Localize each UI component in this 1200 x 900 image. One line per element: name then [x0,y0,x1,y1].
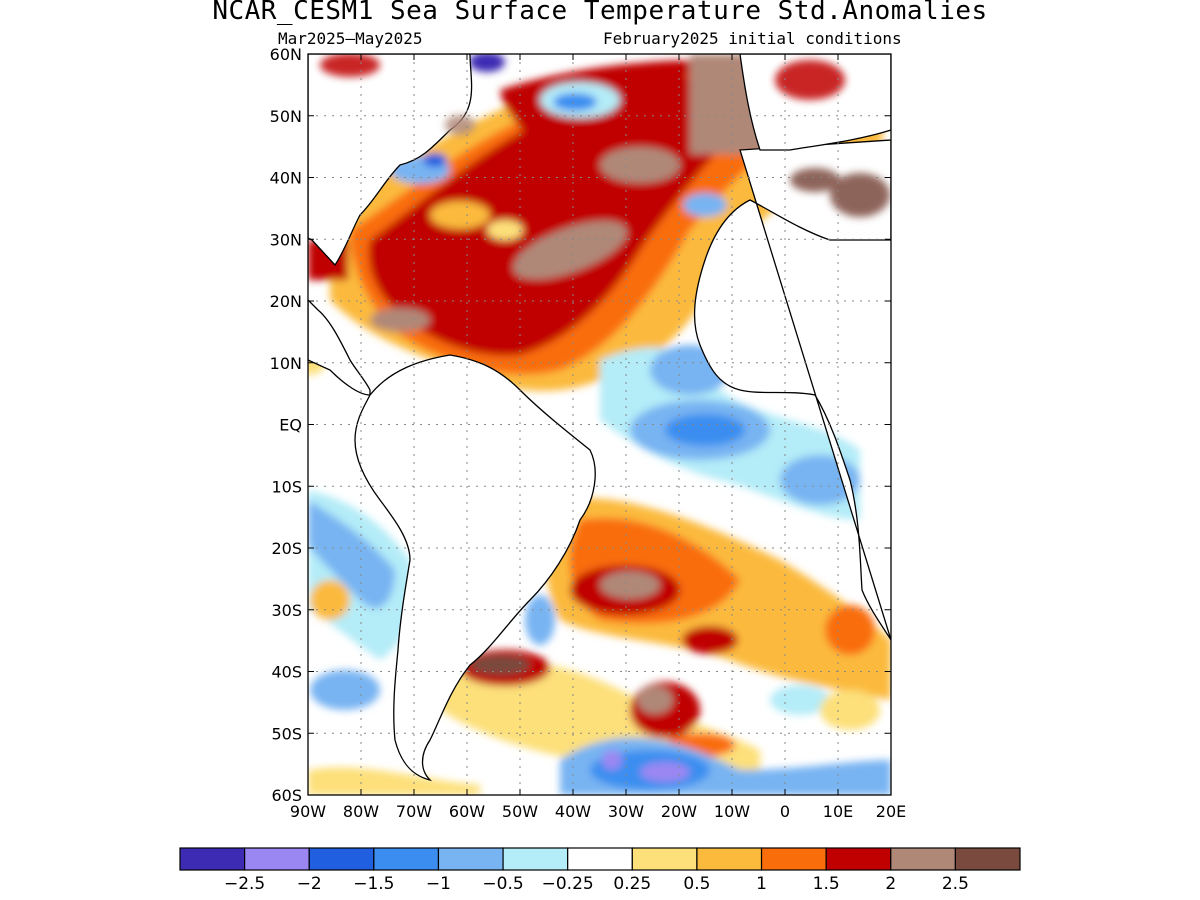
colorbar-label: −0.5 [482,874,523,894]
lon-tick-label: 40W [555,802,591,821]
colorbar-label: −1 [426,874,451,894]
lon-tick-label: 80W [343,802,379,821]
longitude-axis: 90W 80W 70W 60W 50W 40W 30W 20W 10W 0 10E 20E [290,54,906,821]
colorbar-swatch [954,847,1021,871]
lon-tick-label: 90W [290,802,326,821]
colorbar-label: 1 [756,874,767,894]
lon-tick-label: 0 [780,802,790,821]
colorbar-swatch [244,847,310,871]
latitude-axis: 60N 50N 40N 30N 20N 10N EQ 10S 20S 30S 40S 50S 60S [270,45,891,805]
forecast-period: Mar2025—May2025 [278,29,423,48]
lat-tick-label: 20N [270,292,302,311]
lon-tick-label: 70W [396,802,432,821]
colorbar-swatch [567,847,633,871]
colorbar-label: −1.5 [353,874,394,894]
colorbar-label: 0.25 [613,874,651,894]
colorbar-label: −0.25 [542,874,594,894]
colorbar-swatch [760,847,827,871]
colorbar-swatch [890,847,956,871]
colorbar-label: −2.5 [224,874,265,894]
colorbar: −2.5 −2 −1.5 −1 −0.5 −0.25 0.25 0.5 1 1.5 2 2.5 [179,847,1021,894]
colorbar-swatch [631,847,698,871]
lon-tick-label: 20W [661,802,697,821]
lat-tick-label: 40S [271,663,302,682]
lon-tick-label: 10E [823,802,853,821]
lat-tick-label: 50N [270,107,302,126]
lat-tick-label: EQ [279,416,302,435]
lat-tick-label: 30S [271,601,302,620]
colorbar-swatch [437,847,504,871]
lon-tick-label: 30W [608,802,644,821]
colorbar-swatch [308,847,375,871]
colorbar-label: 1.5 [813,874,840,894]
lat-tick-label: 30N [270,230,302,249]
lon-tick-label: 50W [502,802,538,821]
colorbar-label: −2 [297,874,322,894]
lat-tick-label: 60S [271,786,302,805]
lat-tick-label: 40N [270,169,302,188]
initial-conditions: February2025 initial conditions [603,29,902,48]
map-title: NCAR_CESM1 Sea Surface Temperature Std.A… [212,0,988,26]
anomaly-field [308,54,891,795]
lon-tick-label: 10W [714,802,750,821]
colorbar-swatch [825,847,892,871]
lat-tick-label: 10S [271,477,302,496]
lat-tick-label: 20S [271,539,302,558]
land-masses [308,54,891,782]
colorbar-label: 2 [885,874,896,894]
lon-tick-label: 20E [876,802,906,821]
colorbar-swatch [696,847,763,871]
lat-tick-label: 50S [271,724,302,743]
lon-tick-label: 60W [449,802,485,821]
graticule [308,54,891,795]
colorbar-label: 2.5 [942,874,969,894]
colorbar-swatch [502,847,569,871]
lat-tick-label: 60N [270,45,302,64]
colorbar-label: 0.5 [683,874,710,894]
lat-tick-label: 10N [270,354,302,373]
colorbar-swatch [179,847,246,871]
colorbar-swatch [373,847,440,871]
